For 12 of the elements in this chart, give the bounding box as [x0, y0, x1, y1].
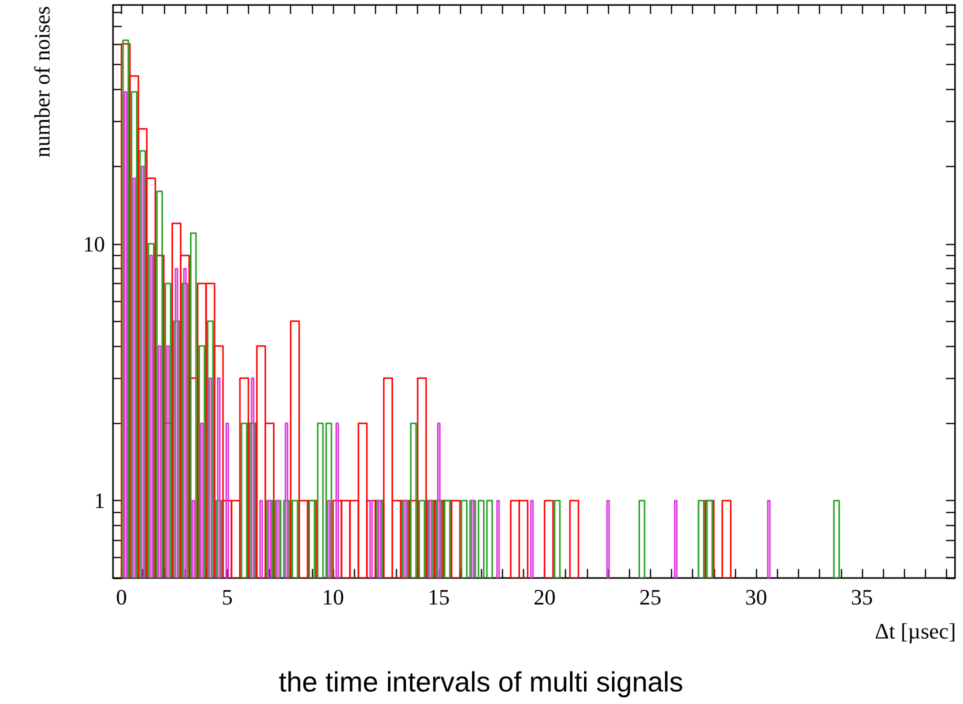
x-tick-label: 5 [222, 584, 233, 610]
x-tick-label: 25 [639, 584, 662, 610]
y-tick-label: 1 [94, 488, 105, 514]
text: the time intervals of multi signals [278, 666, 684, 698]
x-tick-label: 10 [322, 584, 344, 610]
x-tick-label: 0 [116, 584, 127, 610]
x-tick-label: 35 [850, 584, 873, 610]
x-tick-label: 30 [745, 584, 768, 610]
x-tick-label: 15 [428, 584, 450, 610]
x-tick-label: 20 [534, 584, 556, 610]
y-axis-title: number of noises [30, 6, 54, 158]
x-axis-title: Δt [µsec] [874, 618, 956, 644]
